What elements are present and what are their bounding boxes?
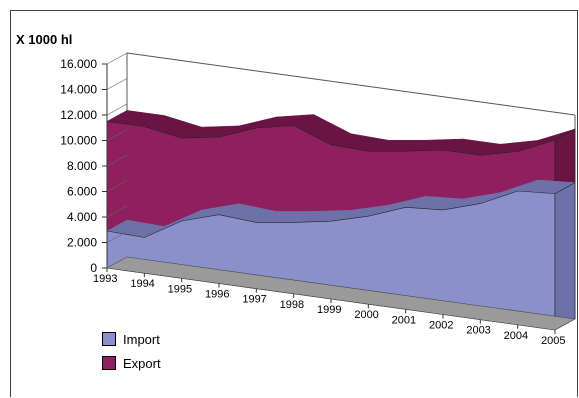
x-tick-label: 2000 xyxy=(354,309,378,321)
import-side xyxy=(554,182,576,331)
y-tick-depth xyxy=(106,129,128,141)
back-wall-top-edge xyxy=(126,52,576,116)
legend-item-export: Export xyxy=(102,351,161,375)
x-tick-label: 1994 xyxy=(130,278,154,290)
y-tick-label: 0 xyxy=(90,261,97,275)
legend-item-import: Import xyxy=(102,327,161,351)
x-tick-label: 1999 xyxy=(317,304,341,316)
y-tick-depth xyxy=(106,52,128,65)
legend-swatch-import xyxy=(102,332,116,346)
legend-swatch-export xyxy=(102,356,116,370)
y-tick-label: 4.000 xyxy=(67,210,97,224)
y-tick-label: 6.000 xyxy=(67,185,97,199)
x-tick-label: 2005 xyxy=(541,335,565,347)
import-series xyxy=(106,179,576,331)
y-tick-label: 14.000 xyxy=(60,83,97,97)
y-tick-label: 16.000 xyxy=(60,57,97,71)
legend-label-export: Export xyxy=(123,355,161,371)
x-tick-label: 1993 xyxy=(93,273,117,285)
x-tick-label: 1997 xyxy=(242,294,266,306)
y-tick-depth xyxy=(106,231,128,243)
x-tick-labels: 1993 1994 1995 1996 1997 1998 1999 2000 2001 2002… xyxy=(93,273,565,347)
y-tick-depth xyxy=(106,103,128,116)
y-tick-depth xyxy=(106,154,128,167)
x-tick-label: 2001 xyxy=(392,314,416,326)
y-tick-depth xyxy=(106,205,128,218)
x-tick-label: 2002 xyxy=(429,320,453,332)
legend-label-import: Import xyxy=(123,331,160,347)
x-tick-label: 1996 xyxy=(205,289,229,301)
y-tick-depth xyxy=(106,256,128,269)
x-tick-label: 2003 xyxy=(466,325,490,337)
x-tick-label: 2004 xyxy=(504,330,528,342)
axes xyxy=(102,52,576,334)
y-tick-label: 10.000 xyxy=(60,134,97,148)
y-tick-labels: 0 2.000 4.000 6.000 8.000 10.000 12.000 14.000 1… xyxy=(60,57,97,275)
y-tick-depth xyxy=(106,180,128,192)
legend: Import Export xyxy=(102,327,161,375)
x-tick-label: 1998 xyxy=(280,299,304,311)
x-tick-label: 1995 xyxy=(168,283,192,295)
y-axis-title: X 1000 hl xyxy=(16,32,72,47)
y-tick-label: 8.000 xyxy=(67,159,97,173)
y-tick-depth xyxy=(106,78,128,90)
y-tick-label: 2.000 xyxy=(67,236,97,250)
y-tick-label: 12.000 xyxy=(60,108,97,122)
